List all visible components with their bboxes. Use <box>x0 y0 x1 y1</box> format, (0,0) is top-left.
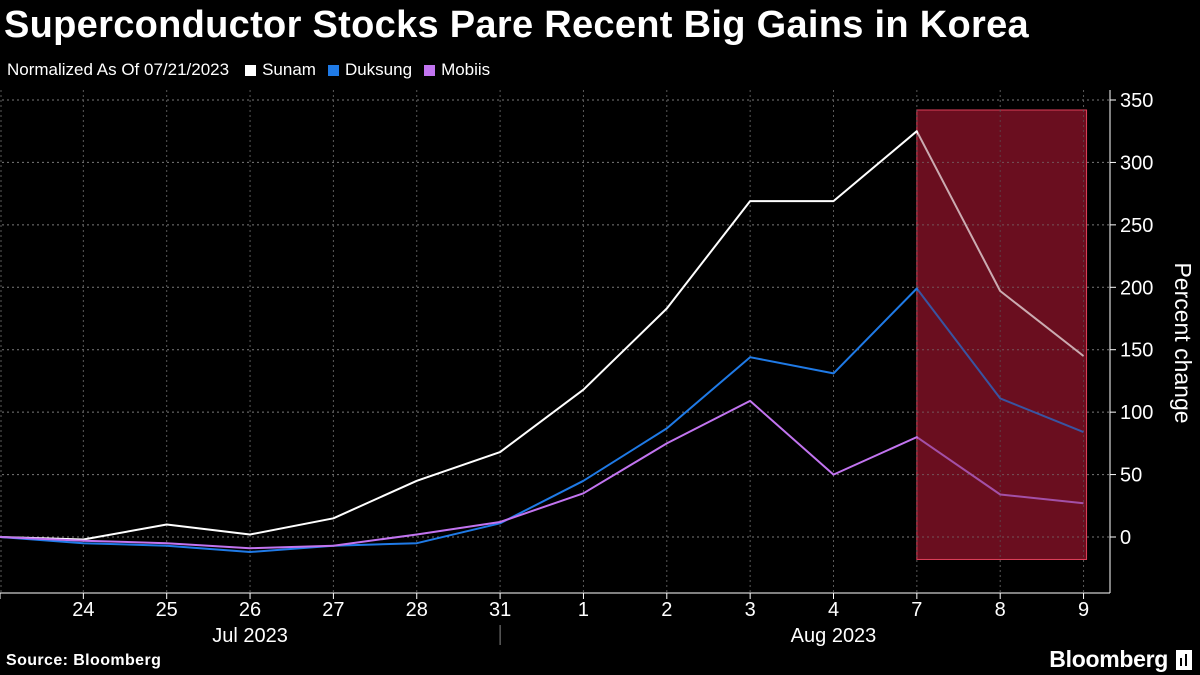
y-tick-label: 200 <box>1120 277 1153 299</box>
y-tick-label: 350 <box>1120 90 1153 112</box>
y-tick-label: 300 <box>1120 152 1153 174</box>
month-label: Aug 2023 <box>791 625 877 647</box>
legend: Normalized As Of 07/21/2023 Sunam Duksun… <box>7 60 502 80</box>
bloomberg-terminal-icon <box>1176 649 1192 670</box>
chart-subtitle: Normalized As Of 07/21/2023 <box>7 60 230 79</box>
y-axis-label: Percent change <box>1170 262 1196 423</box>
x-tick-label: 31 <box>489 599 511 621</box>
legend-label-sunam: Sunam <box>262 60 316 79</box>
chart-title: Superconductor Stocks Pare Recent Big Ga… <box>4 4 1029 46</box>
y-tick-label: 50 <box>1120 465 1142 487</box>
bloomberg-logo: Bloomberg <box>1049 646 1192 673</box>
series-line-mobiis <box>0 399 1084 550</box>
legend-swatch-duksung <box>327 64 339 76</box>
x-tick-label: 7 <box>911 599 922 621</box>
x-tick-label: 8 <box>995 599 1006 621</box>
series-line-duksung <box>0 287 1084 553</box>
source-note: Source: Bloomberg <box>6 652 162 669</box>
x-tick-label: 25 <box>156 599 178 621</box>
month-label: Jul 2023 <box>212 625 288 647</box>
y-tick-label: 250 <box>1120 215 1153 237</box>
x-tick-label: 24 <box>72 599 94 621</box>
brand-wordmark: Bloomberg <box>1049 646 1168 672</box>
legend-label-duksung: Duksung <box>344 60 413 79</box>
x-tick-label: 28 <box>406 599 428 621</box>
y-tick-label: 0 <box>1120 527 1131 549</box>
legend-item-mobiis: Mobiis <box>424 60 490 80</box>
series-line-sunam <box>0 130 1085 541</box>
x-tick-label: 4 <box>828 599 839 621</box>
legend-swatch-sunam <box>245 64 257 76</box>
x-tick-label: 1 <box>578 599 589 621</box>
x-tick-label: 3 <box>745 599 756 621</box>
y-tick-label: 150 <box>1120 340 1153 362</box>
x-tick-label: 2 <box>661 599 672 621</box>
legend-item-duksung: Duksung <box>327 60 413 80</box>
legend-swatch-mobiis <box>424 64 436 76</box>
y-tick-label: 100 <box>1120 402 1153 424</box>
x-tick-label: 27 <box>322 599 344 621</box>
highlight-tint <box>917 110 1086 559</box>
x-tick-label: 9 <box>1078 599 1089 621</box>
x-tick-label: 26 <box>239 599 261 621</box>
legend-item-sunam: Sunam <box>245 60 316 80</box>
legend-label-mobiis: Mobiis <box>441 60 491 79</box>
